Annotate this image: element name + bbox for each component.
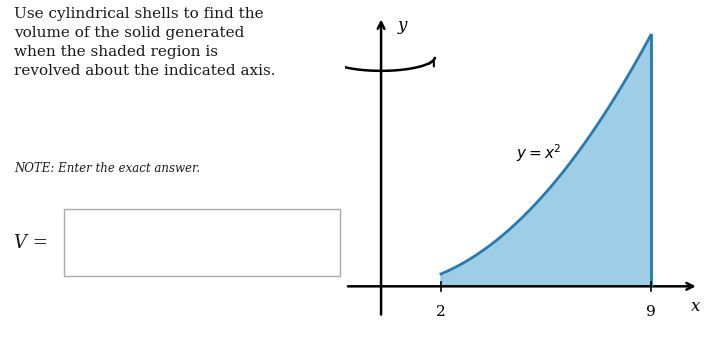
Polygon shape bbox=[441, 35, 651, 286]
FancyBboxPatch shape bbox=[64, 209, 340, 276]
Text: x: x bbox=[691, 298, 700, 315]
Text: $y = x^2$: $y = x^2$ bbox=[516, 142, 562, 164]
Text: Use cylindrical shells to find the
volume of the solid generated
when the shaded: Use cylindrical shells to find the volum… bbox=[14, 7, 275, 78]
Text: 2: 2 bbox=[436, 305, 446, 319]
Text: V =: V = bbox=[14, 234, 48, 252]
Text: NOTE: Enter the exact answer.: NOTE: Enter the exact answer. bbox=[14, 162, 200, 175]
Text: y: y bbox=[398, 17, 407, 34]
Text: 9: 9 bbox=[646, 305, 656, 319]
